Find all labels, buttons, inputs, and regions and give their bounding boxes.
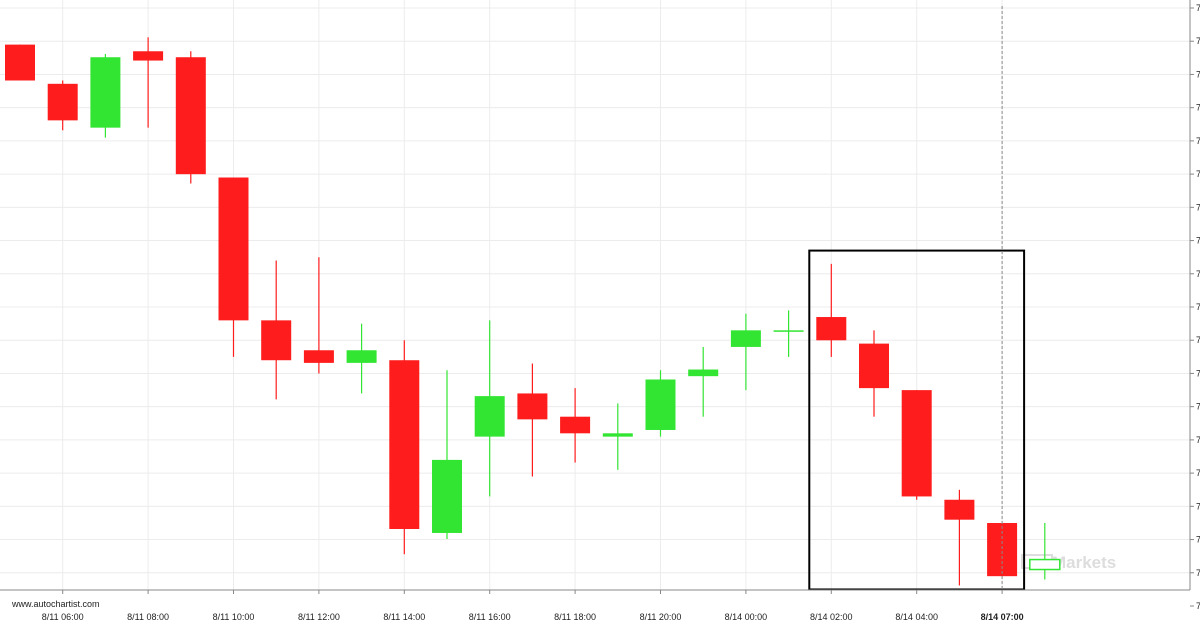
x-tick-label: 8/11 16:00 xyxy=(469,612,511,622)
x-tick-label: 8/11 18:00 xyxy=(554,612,596,622)
candle xyxy=(175,51,206,184)
y-tick-label: 7,578.2100 xyxy=(1196,69,1200,79)
candle xyxy=(688,346,719,417)
pattern-highlight-box xyxy=(808,249,1026,591)
candle xyxy=(773,310,804,357)
candle-body xyxy=(133,51,164,61)
candle xyxy=(389,340,420,555)
candle xyxy=(133,37,164,128)
candle-body xyxy=(859,343,889,389)
x-tick-label: 8/14 07:00 xyxy=(981,612,1024,622)
candle-body xyxy=(474,396,505,437)
y-tick-label: 7,543.2100 xyxy=(1196,302,1200,312)
candle-body xyxy=(773,330,804,332)
x-axis-labels: 8/11 06:00 8/11 08:00 8/11 10:00 8/11 12:00… xyxy=(42,612,1024,622)
candle xyxy=(346,323,377,394)
y-tick-label: 7,548.2100 xyxy=(1196,269,1200,279)
candle-body xyxy=(645,379,676,430)
candle xyxy=(261,260,292,400)
grid-layer xyxy=(0,0,1194,607)
candles-layer xyxy=(5,37,1061,586)
y-tick-label: 7,558.2100 xyxy=(1196,202,1200,212)
candle xyxy=(816,263,847,357)
y-tick-label: 7,588.2100 xyxy=(1196,3,1200,13)
candle-body xyxy=(560,416,591,434)
candle xyxy=(1029,523,1061,580)
candle xyxy=(602,403,633,470)
candle-body xyxy=(816,317,847,341)
overlay-layer xyxy=(808,6,1026,591)
candle-body xyxy=(1029,558,1061,571)
candle-body xyxy=(730,330,761,347)
candle-body xyxy=(303,350,334,363)
y-tick-label: 7,498.2100 xyxy=(1196,601,1200,611)
candle xyxy=(432,370,462,539)
x-tick-label: 8/11 20:00 xyxy=(640,612,682,622)
x-tick-label: 8/11 12:00 xyxy=(298,612,340,622)
candle-body xyxy=(90,57,121,128)
y-tick-label: 7,538.2100 xyxy=(1196,335,1200,345)
candle xyxy=(303,257,334,374)
candle-body xyxy=(47,83,78,121)
candle-body xyxy=(944,499,975,520)
y-tick-label: 7,528.2100 xyxy=(1196,402,1200,412)
candle xyxy=(859,330,889,417)
y-axis-labels: 7,498.2100 7,503.2100 7,508.2100 7,513.2100… xyxy=(1196,3,1200,611)
x-tick-label: 8/14 02:00 xyxy=(810,612,853,622)
candle xyxy=(47,80,78,131)
source-credit: www.autochartist.com xyxy=(11,599,100,609)
candle-body xyxy=(389,360,420,529)
candle xyxy=(944,489,975,586)
candle xyxy=(645,370,676,437)
y-tick-label: 7,568.2100 xyxy=(1196,136,1200,146)
candle xyxy=(517,363,548,477)
candle-body xyxy=(517,393,548,420)
candle-body xyxy=(175,57,206,175)
y-tick-label: 7,523.2100 xyxy=(1196,435,1200,445)
x-tick-label: 8/11 08:00 xyxy=(127,612,169,622)
y-tick-label: 7,583.2100 xyxy=(1196,36,1200,46)
candle-body xyxy=(346,350,377,363)
watermark-text: Markets xyxy=(1052,553,1116,572)
x-tick-label: 8/14 04:00 xyxy=(895,612,938,622)
y-tick-label: 7,563.2100 xyxy=(1196,169,1200,179)
candle-body xyxy=(5,44,35,81)
candle-body xyxy=(901,390,932,497)
candle-body xyxy=(261,320,292,361)
candle xyxy=(474,320,505,497)
candle xyxy=(730,313,761,391)
candle-body xyxy=(688,369,719,377)
x-tick-label: 8/11 14:00 xyxy=(383,612,425,622)
candle-body xyxy=(602,433,633,437)
y-tick-label: 7,553.2100 xyxy=(1196,236,1200,246)
y-tick-label: 7,503.2100 xyxy=(1196,568,1200,578)
candle-body xyxy=(218,177,249,321)
x-tick-label: 8/11 06:00 xyxy=(42,612,84,622)
candle xyxy=(90,53,121,138)
candle xyxy=(560,388,591,463)
y-tick-label: 7,513.2100 xyxy=(1196,501,1200,511)
y-tick-label: 7,533.2100 xyxy=(1196,368,1200,378)
y-tick-label: 7,508.2100 xyxy=(1196,535,1200,545)
axis-layer xyxy=(0,0,1191,591)
candle-body xyxy=(432,459,462,533)
candle xyxy=(218,177,249,357)
y-tick-label: 7,573.2100 xyxy=(1196,103,1200,113)
y-tick-label: 7,518.2100 xyxy=(1196,468,1200,478)
x-tick-label: 8/11 10:00 xyxy=(213,612,255,622)
candle xyxy=(5,44,35,81)
candle xyxy=(901,390,932,500)
x-tick-label: 8/14 00:00 xyxy=(725,612,768,622)
